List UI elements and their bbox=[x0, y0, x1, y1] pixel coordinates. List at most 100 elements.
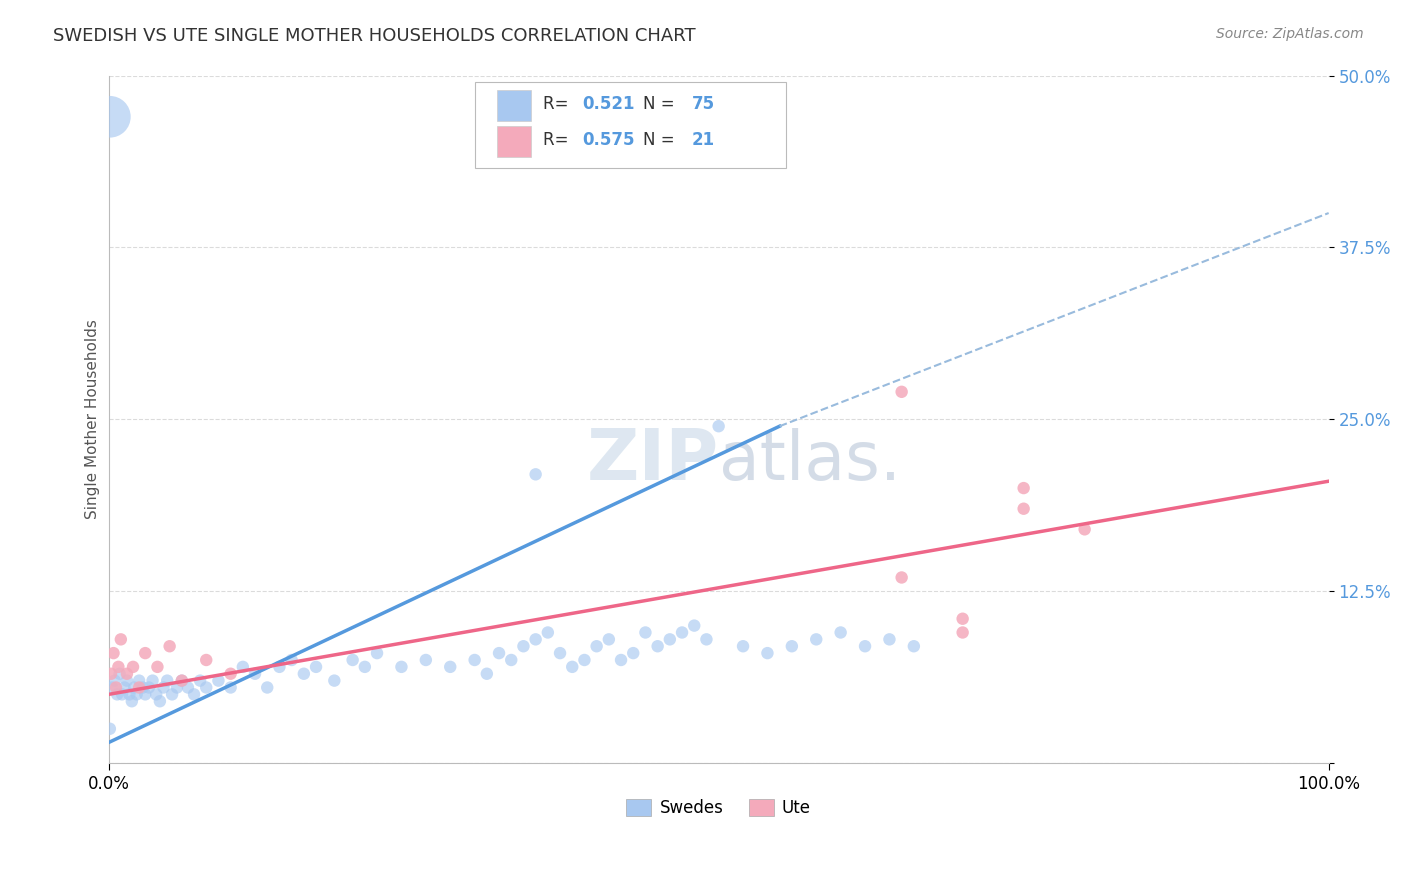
Point bbox=[122, 681, 145, 695]
Point bbox=[574, 653, 596, 667]
Text: R=: R= bbox=[543, 130, 574, 149]
Point bbox=[524, 632, 547, 647]
Point bbox=[806, 632, 828, 647]
Point bbox=[391, 660, 413, 674]
Point bbox=[170, 673, 193, 688]
Point bbox=[280, 653, 302, 667]
Text: atlas.: atlas. bbox=[718, 427, 901, 493]
Point bbox=[1012, 481, 1035, 495]
Point bbox=[149, 694, 172, 708]
Point bbox=[142, 673, 165, 688]
Point bbox=[512, 639, 534, 653]
Point bbox=[101, 681, 124, 695]
Point bbox=[501, 653, 523, 667]
Point bbox=[548, 646, 571, 660]
Point bbox=[903, 639, 925, 653]
Point bbox=[439, 660, 461, 674]
Point bbox=[152, 681, 174, 695]
Point bbox=[292, 666, 315, 681]
Text: 21: 21 bbox=[692, 130, 714, 149]
Point bbox=[108, 666, 131, 681]
Point bbox=[132, 681, 155, 695]
Point bbox=[269, 660, 291, 674]
Point bbox=[115, 673, 138, 688]
Legend: Swedes, Ute: Swedes, Ute bbox=[620, 792, 817, 823]
Point bbox=[183, 687, 205, 701]
Point bbox=[138, 681, 160, 695]
Point bbox=[104, 673, 127, 688]
Point bbox=[256, 681, 278, 695]
Point bbox=[125, 687, 148, 701]
Point bbox=[170, 673, 193, 688]
Point bbox=[353, 660, 375, 674]
Text: 0.521: 0.521 bbox=[582, 95, 634, 113]
Point bbox=[524, 467, 547, 482]
Text: Source: ZipAtlas.com: Source: ZipAtlas.com bbox=[1216, 27, 1364, 41]
Point bbox=[585, 639, 607, 653]
Point bbox=[110, 632, 132, 647]
Point bbox=[146, 660, 169, 674]
Point bbox=[219, 681, 242, 695]
Point bbox=[134, 687, 156, 701]
Y-axis label: Single Mother Households: Single Mother Households bbox=[86, 319, 100, 519]
Point bbox=[98, 110, 121, 124]
Text: SWEDISH VS UTE SINGLE MOTHER HOUSEHOLDS CORRELATION CHART: SWEDISH VS UTE SINGLE MOTHER HOUSEHOLDS … bbox=[53, 27, 696, 45]
Point bbox=[1073, 522, 1095, 536]
Point bbox=[610, 653, 633, 667]
Point bbox=[232, 660, 254, 674]
Point bbox=[104, 681, 127, 695]
Point bbox=[415, 653, 437, 667]
Point bbox=[188, 673, 211, 688]
Point bbox=[100, 666, 122, 681]
Point bbox=[107, 660, 129, 674]
Point bbox=[177, 681, 200, 695]
Point bbox=[634, 625, 657, 640]
Point bbox=[98, 722, 121, 736]
Text: 75: 75 bbox=[692, 95, 714, 113]
Point bbox=[243, 666, 266, 681]
Point bbox=[195, 653, 218, 667]
Point bbox=[128, 673, 150, 688]
Point bbox=[830, 625, 852, 640]
Point bbox=[561, 660, 583, 674]
Point bbox=[952, 625, 974, 640]
Point bbox=[879, 632, 901, 647]
Point bbox=[122, 660, 145, 674]
Point bbox=[105, 687, 128, 701]
Point bbox=[195, 681, 218, 695]
Point bbox=[952, 612, 974, 626]
Point bbox=[128, 681, 150, 695]
Point bbox=[647, 639, 669, 653]
Point bbox=[707, 419, 730, 434]
Point bbox=[366, 646, 388, 660]
Point bbox=[683, 618, 706, 632]
Point bbox=[621, 646, 644, 660]
FancyBboxPatch shape bbox=[496, 90, 530, 121]
Point bbox=[780, 639, 803, 653]
Point bbox=[114, 681, 136, 695]
Point bbox=[118, 687, 141, 701]
Point bbox=[159, 639, 181, 653]
Text: N =: N = bbox=[643, 95, 681, 113]
Point bbox=[658, 632, 681, 647]
Point bbox=[671, 625, 693, 640]
Text: R=: R= bbox=[543, 95, 574, 113]
Point bbox=[464, 653, 486, 667]
Point bbox=[853, 639, 876, 653]
Point bbox=[890, 384, 912, 399]
Point bbox=[207, 673, 229, 688]
Point bbox=[115, 666, 138, 681]
Point bbox=[342, 653, 364, 667]
Text: N =: N = bbox=[643, 130, 681, 149]
Point bbox=[598, 632, 620, 647]
Point bbox=[323, 673, 346, 688]
Point bbox=[731, 639, 754, 653]
Point bbox=[111, 687, 134, 701]
FancyBboxPatch shape bbox=[475, 82, 786, 169]
Point bbox=[756, 646, 779, 660]
Point bbox=[219, 666, 242, 681]
Point bbox=[475, 666, 498, 681]
Point bbox=[160, 687, 183, 701]
FancyBboxPatch shape bbox=[496, 126, 530, 157]
Text: 0.575: 0.575 bbox=[582, 130, 634, 149]
